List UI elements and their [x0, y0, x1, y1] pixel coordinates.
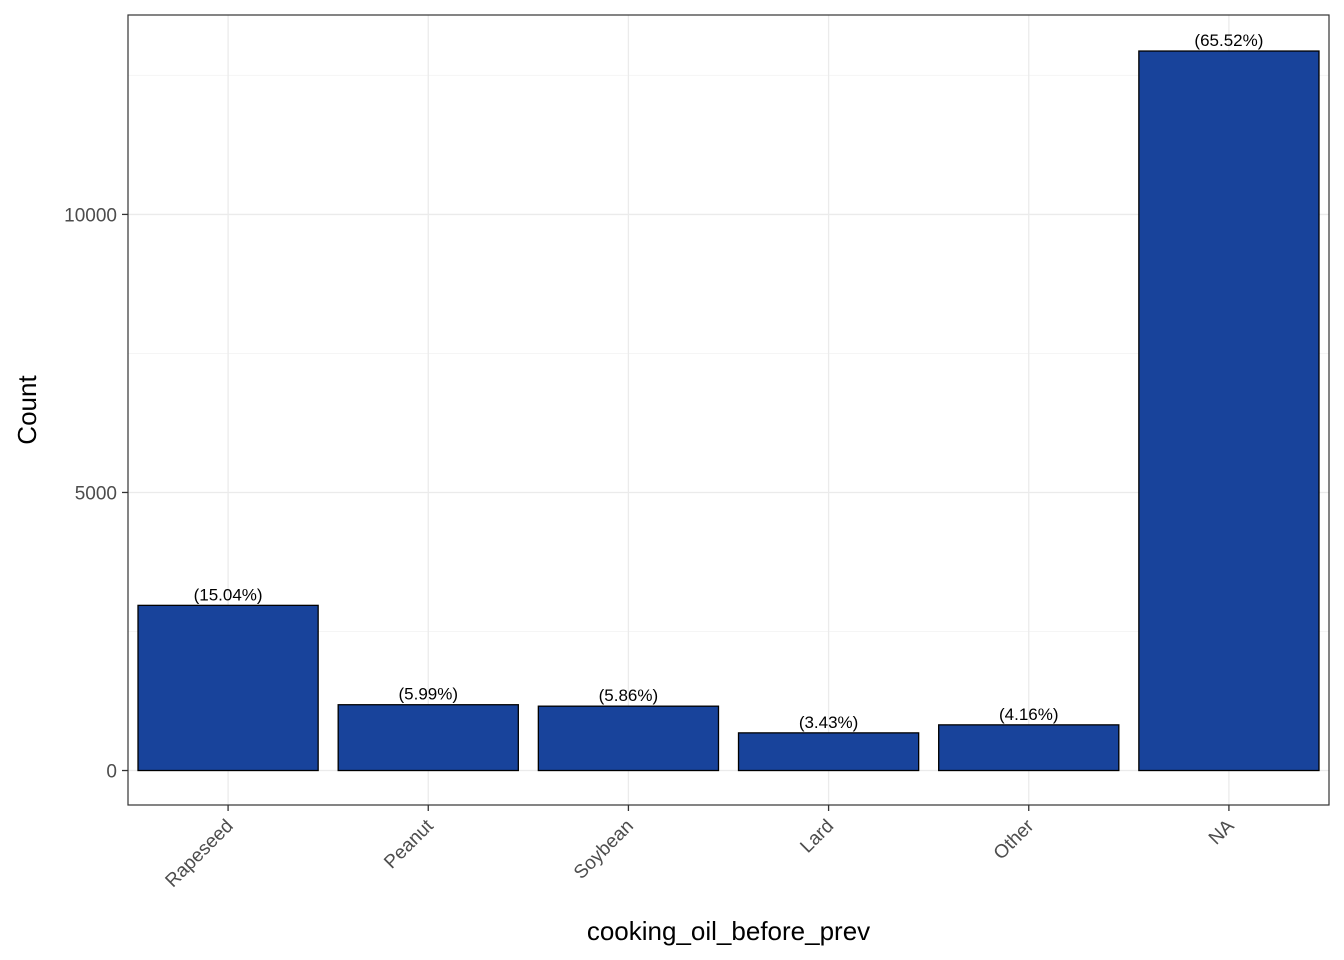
x-axis-title: cooking_oil_before_prev — [587, 916, 870, 946]
y-tick-label: 5000 — [75, 483, 117, 504]
bar-lard — [737, 732, 920, 772]
data-label: (5.86%) — [599, 686, 659, 705]
bar-soybean — [537, 705, 720, 772]
bar-rapeseed — [137, 604, 319, 772]
bar-other — [938, 724, 1120, 772]
data-label: (3.43%) — [799, 713, 859, 732]
bar-na — [1138, 50, 1320, 772]
panel-border — [127, 14, 1330, 806]
data-labels: (15.04%) (5.99%) (5.86%) (3.43%) (4.16%) (65.… — [194, 31, 1264, 732]
data-label: (5.99%) — [398, 685, 458, 704]
y-axis: 0 5000 10000 — [64, 205, 128, 783]
y-axis-title: Count — [12, 375, 42, 445]
data-label: (4.16%) — [999, 705, 1059, 724]
bar-peanut — [337, 704, 519, 772]
data-label: (15.04%) — [194, 585, 263, 604]
y-tick-label: 10000 — [64, 205, 117, 226]
grid-lines — [128, 15, 1329, 805]
y-tick-label: 0 — [106, 762, 117, 783]
data-label: (65.52%) — [1194, 31, 1263, 50]
bars — [137, 50, 1320, 772]
